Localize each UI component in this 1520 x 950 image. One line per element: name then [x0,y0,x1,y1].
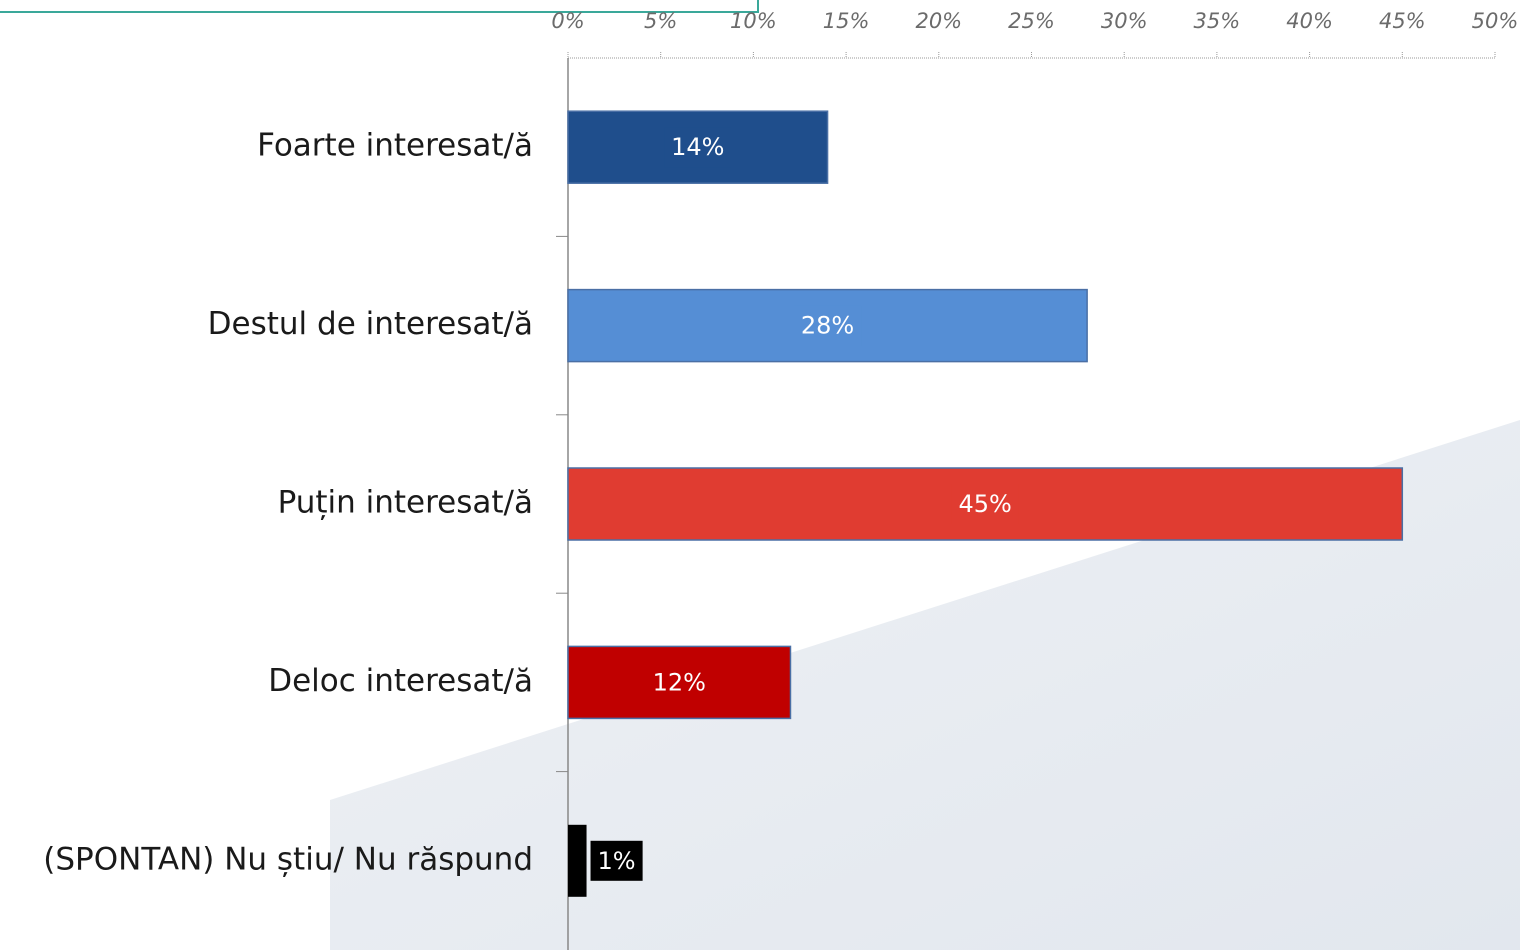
value-label: 1% [598,847,636,875]
value-label: 14% [671,133,724,161]
background-shape [330,420,1520,950]
x-tick-label: 15% [823,9,870,33]
bar [567,288,1088,363]
header-frame [0,0,759,13]
x-tick-label: 10% [730,9,777,33]
value-label: 45% [958,490,1011,518]
x-tick-label: 40% [1286,9,1333,33]
x-tick-label: 25% [1008,9,1055,33]
category-label: Puțin interesat/ă [278,485,533,521]
x-tick-label: 50% [1472,9,1519,33]
bar [568,824,587,897]
category-label: Foarte interesat/ă [257,128,533,164]
x-tick-label: 30% [1101,9,1148,33]
value-label-box [590,840,643,881]
x-tick-label: 20% [915,9,962,33]
value-label-box [951,484,1019,524]
x-tick-label: 35% [1194,9,1241,33]
x-tick-label: 45% [1379,9,1426,33]
category-label: (SPONTAN) Nu știu/ Nu răspund [43,841,533,877]
value-label-box [793,305,862,346]
value-label-box [645,662,713,703]
x-tick-label: 0% [551,9,584,33]
category-label: Destul de interesat/ă [208,306,533,342]
value-label-box [664,127,732,168]
value-label: 28% [801,312,854,340]
value-label: 12% [653,668,706,696]
x-tick-label: 5% [644,9,677,33]
category-label: Deloc interesat/ă [268,663,533,699]
